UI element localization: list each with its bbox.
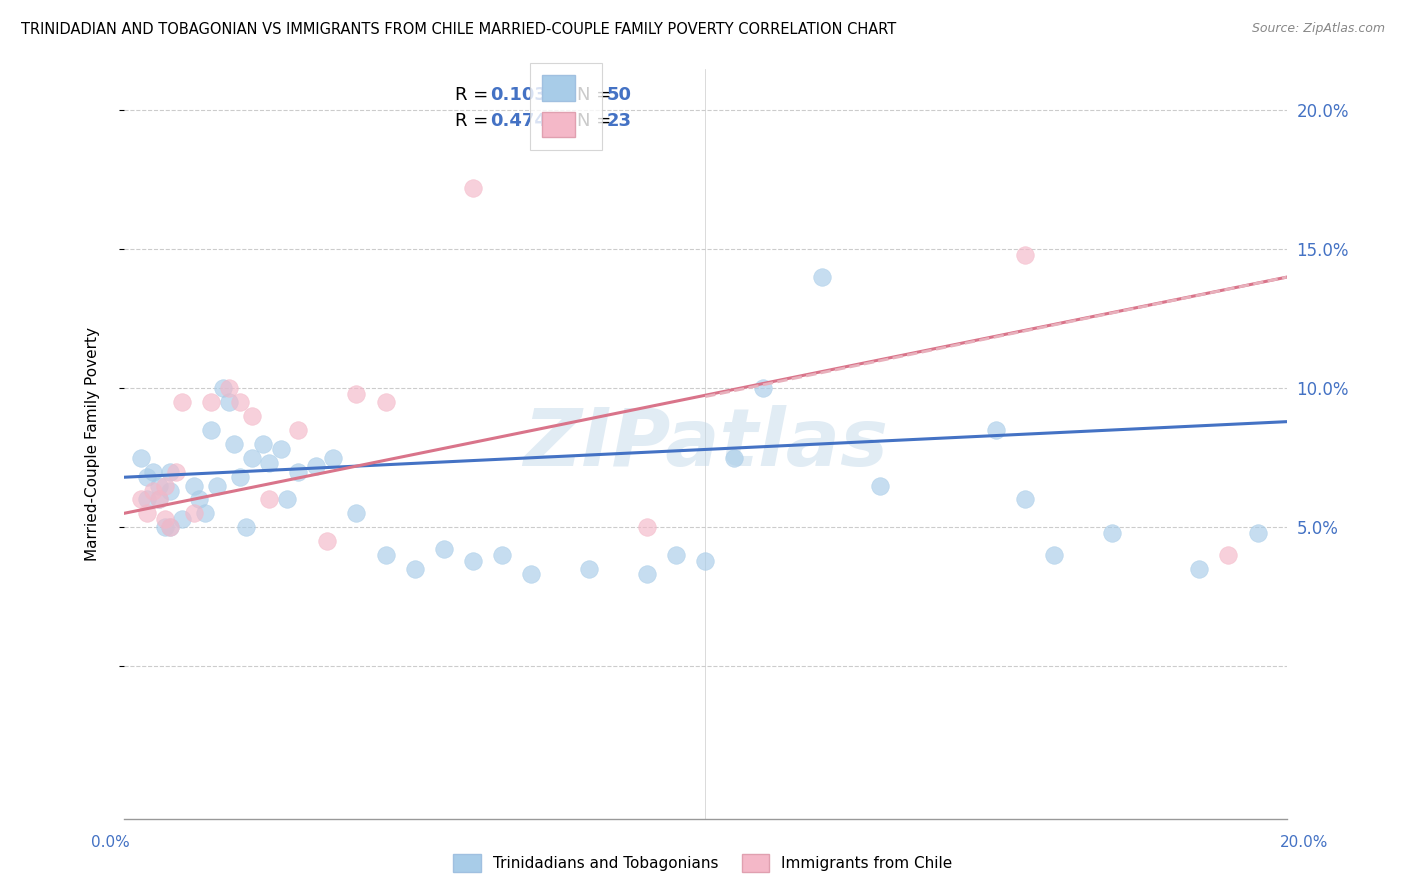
Point (520, 567, 543, 582)
Point (200, 395, 222, 409)
Point (148, 478, 170, 492)
Point (235, 520, 257, 534)
Point (1101, 525, 1123, 540)
Point (153, 520, 176, 534)
Point (188, 492, 211, 507)
Point (374, 395, 396, 409)
Text: N =: N = (578, 86, 617, 104)
Point (276, 492, 298, 507)
Point (159, 520, 181, 534)
Point (984, 423, 1007, 437)
Point (810, 270, 832, 285)
Point (636, 567, 658, 582)
Text: 20.0%: 20.0% (1281, 836, 1329, 850)
Point (346, 507, 368, 521)
Point (869, 478, 891, 492)
Point (578, 562, 600, 576)
Point (148, 492, 170, 507)
Point (491, 548, 513, 562)
Point (404, 562, 426, 576)
Point (229, 395, 252, 409)
Point (136, 470, 159, 484)
Point (229, 470, 252, 484)
Text: 0.474: 0.474 (491, 112, 547, 130)
Text: R =: R = (456, 112, 495, 130)
Point (346, 387, 368, 401)
Y-axis label: Married-Couple Family Poverty: Married-Couple Family Poverty (86, 326, 100, 561)
Point (305, 459, 328, 474)
Text: 50: 50 (606, 86, 631, 104)
Point (183, 507, 205, 521)
Point (170, 395, 193, 409)
Point (218, 381, 240, 395)
Text: TRINIDADIAN AND TOBAGONIAN VS IMMIGRANTS FROM CHILE MARRIED-COUPLE FAMILY POVERT: TRINIDADIAN AND TOBAGONIAN VS IMMIGRANTS… (21, 22, 897, 37)
Point (240, 409, 263, 423)
Point (142, 484, 165, 499)
Point (316, 534, 339, 549)
Point (142, 465, 165, 479)
Point (1218, 548, 1240, 562)
Point (159, 465, 181, 479)
Point (131, 450, 153, 465)
Point (374, 548, 396, 562)
Point (211, 381, 233, 395)
Point (257, 492, 280, 507)
Legend: , : , (530, 62, 602, 150)
Point (205, 478, 228, 492)
Point (131, 492, 153, 507)
Point (218, 395, 240, 409)
Point (153, 478, 176, 492)
Point (183, 478, 205, 492)
Text: 0.103: 0.103 (491, 86, 547, 104)
Point (170, 512, 193, 526)
Point (322, 450, 344, 465)
Point (200, 423, 222, 437)
Point (148, 492, 170, 507)
Point (287, 423, 309, 437)
Point (1014, 248, 1036, 262)
Point (433, 542, 456, 557)
Point (136, 507, 159, 521)
Point (723, 450, 745, 465)
Point (1246, 525, 1268, 540)
Text: 0.0%: 0.0% (91, 836, 131, 850)
Point (270, 442, 292, 457)
Point (461, 181, 484, 195)
Point (165, 465, 187, 479)
Point (1188, 562, 1211, 576)
Point (136, 492, 159, 507)
Point (1014, 492, 1036, 507)
Text: R =: R = (456, 86, 495, 104)
Point (1043, 548, 1066, 562)
Point (287, 465, 309, 479)
Point (240, 450, 263, 465)
Text: N =: N = (578, 112, 617, 130)
Point (224, 437, 246, 451)
Point (252, 437, 274, 451)
Point (194, 507, 217, 521)
Point (665, 548, 688, 562)
Point (636, 520, 658, 534)
Text: Source: ZipAtlas.com: Source: ZipAtlas.com (1251, 22, 1385, 36)
Point (257, 456, 280, 470)
Point (159, 484, 181, 499)
Text: 23: 23 (606, 112, 631, 130)
Text: ZIPatlas: ZIPatlas (523, 405, 887, 483)
Point (159, 520, 181, 534)
Point (752, 381, 775, 395)
Point (153, 512, 176, 526)
Legend: Trinidadians and Tobagonians, Immigrants from Chile: Trinidadians and Tobagonians, Immigrants… (446, 846, 960, 880)
Point (695, 553, 717, 567)
Point (461, 553, 484, 567)
